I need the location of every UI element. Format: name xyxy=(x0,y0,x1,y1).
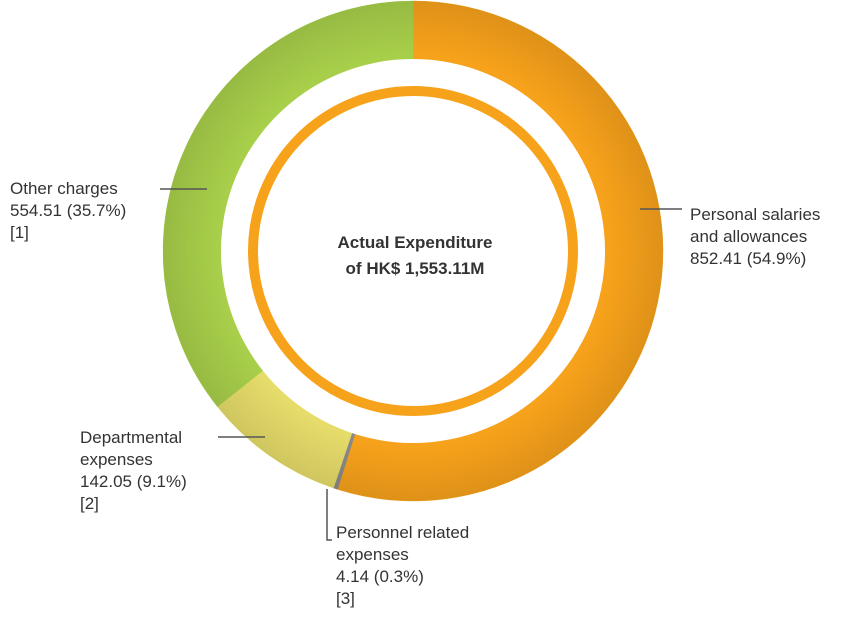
center-title: Actual Expenditure of HK$ 1,553.11M xyxy=(250,230,580,282)
slice-note: [2] xyxy=(80,494,99,513)
center-title-line-1: Actual Expenditure xyxy=(337,233,493,252)
slice-label-line: Departmental xyxy=(80,428,183,447)
slice-value: 554.51 (35.7%) xyxy=(10,201,127,220)
slice-note: [3] xyxy=(336,589,355,608)
slice-label-personnel-related: Personnel related expenses 4.14 (0.3%) [… xyxy=(336,522,469,610)
leader-lines xyxy=(160,188,682,541)
slice-label-line: Other charges xyxy=(10,179,118,198)
slice-note: [1] xyxy=(10,223,29,242)
inner-orange-ring xyxy=(248,86,578,416)
slice-label-line: expenses xyxy=(336,545,409,564)
leader-line-personnel-related xyxy=(326,489,332,541)
slice-label-departmental: Departmental expenses 142.05 (9.1%) [2] xyxy=(80,427,187,515)
slice-label-line: Personal salaries xyxy=(690,205,821,224)
slice-label-line: and allowances xyxy=(690,227,808,246)
slice-value: 852.41 (54.9%) xyxy=(690,249,807,268)
center-title-line-2: of HK$ 1,553.11M xyxy=(345,259,485,278)
inner-white-disc xyxy=(221,59,605,443)
slice-label-line: Personnel related xyxy=(336,523,470,542)
slice-label-line: expenses xyxy=(80,450,153,469)
slice-label-personal-salaries: Personal salaries and allowances 852.41 … xyxy=(690,204,820,270)
slice-label-other-charges: Other charges 554.51 (35.7%) [1] xyxy=(10,178,126,244)
slice-value: 142.05 (9.1%) xyxy=(80,472,187,491)
slice-value: 4.14 (0.3%) xyxy=(336,567,424,586)
